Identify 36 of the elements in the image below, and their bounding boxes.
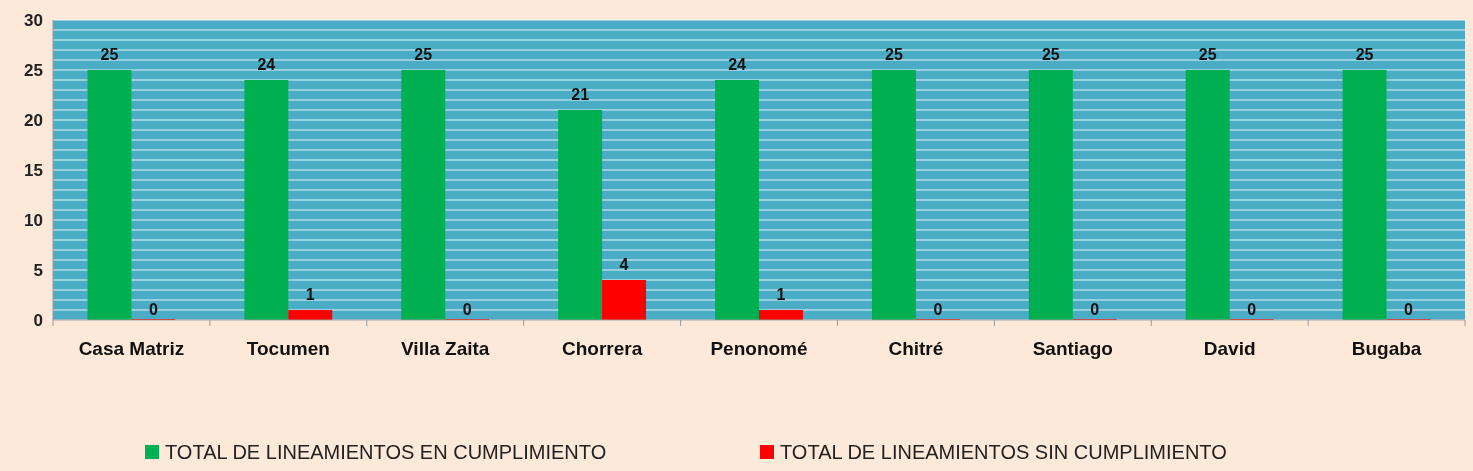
x-tick-label: Penonomé (710, 338, 808, 359)
data-label: 0 (933, 301, 943, 318)
data-label: 24 (257, 56, 276, 73)
x-tick-label: Chorrera (561, 338, 643, 359)
data-label: 25 (1198, 46, 1217, 63)
data-label: 25 (1355, 46, 1374, 63)
data-label: 25 (1041, 46, 1060, 63)
data-label: 21 (571, 86, 590, 103)
data-label: 0 (1090, 301, 1100, 318)
data-label: 25 (885, 46, 903, 63)
x-tick-label: David (1203, 338, 1256, 359)
y-tick-label: 20 (24, 110, 43, 130)
y-tick-label: 5 (33, 260, 43, 280)
x-tick-label: Bugaba (1351, 338, 1422, 359)
data-label: 1 (305, 286, 315, 303)
x-tick-label: Casa Matriz (78, 338, 185, 359)
y-tick-label: 30 (24, 10, 43, 30)
y-tick-label: 25 (24, 60, 43, 80)
x-tick-label: Tocumen (246, 338, 330, 359)
x-tick-label: Villa Zaita (401, 338, 490, 359)
data-label: 1 (776, 286, 786, 303)
data-label: 0 (148, 301, 158, 318)
data-label: 0 (1404, 301, 1414, 318)
x-tick-label: Chitré (888, 338, 944, 359)
data-label: 25 (414, 46, 433, 63)
data-label: 0 (462, 301, 472, 318)
data-label: 4 (619, 256, 629, 273)
y-tick-label: 10 (24, 210, 43, 230)
data-label: 24 (728, 56, 747, 73)
y-tick-label: 15 (24, 160, 43, 180)
y-tick-label: 0 (33, 310, 43, 330)
legend-label: TOTAL DE LINEAMIENTOS SIN CUMPLIMIENTO (780, 441, 1227, 463)
legend-label: TOTAL DE LINEAMIENTOS EN CUMPLIMIENTO (165, 441, 607, 463)
x-tick-label: Santiago (1032, 338, 1113, 359)
data-label: 25 (100, 46, 119, 63)
data-label: 0 (1247, 301, 1257, 318)
